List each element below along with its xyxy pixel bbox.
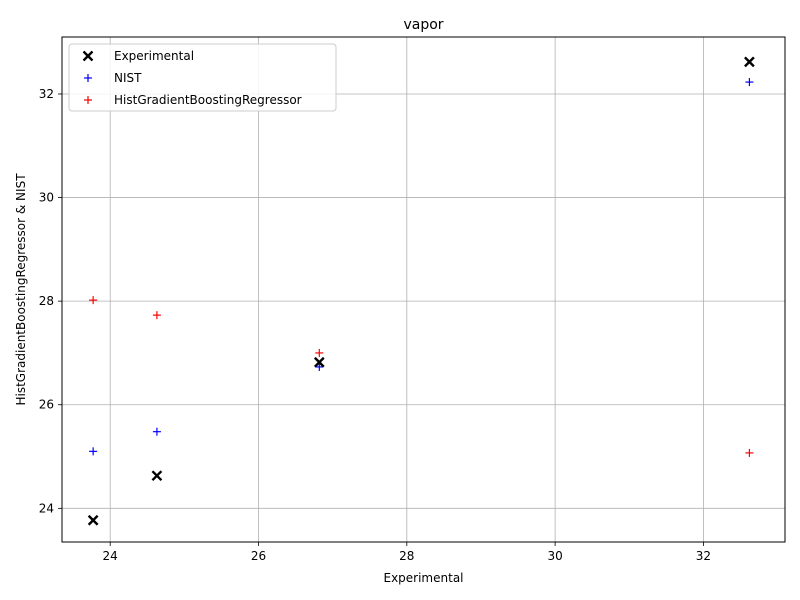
legend: Experimental NIST HistGradientBoostingRegr… xyxy=(68,43,337,112)
legend-entry: NIST xyxy=(114,71,142,85)
x-axis-label: Experimental xyxy=(383,571,463,585)
axis-ticks: 24 26 28 30 32 24 26 28 30 32 xyxy=(39,87,711,563)
legend-box xyxy=(68,43,337,112)
data-point-histgradientboostingregressor xyxy=(152,311,161,320)
legend-marker xyxy=(82,50,94,62)
x-tick-label: 24 xyxy=(103,549,118,563)
y-tick-label: 32 xyxy=(39,87,54,101)
plot-frame xyxy=(61,36,786,543)
data-point-experimental xyxy=(744,56,755,68)
chart-title: vapor xyxy=(403,17,443,33)
x-tick-label: 28 xyxy=(399,549,414,563)
grid xyxy=(62,37,785,542)
data-point-histgradientboostingregressor xyxy=(89,296,98,305)
data-point-experimental xyxy=(151,470,163,482)
data-point-nist xyxy=(152,427,161,436)
legend-marker xyxy=(84,96,92,104)
y-tick-label: 28 xyxy=(39,294,54,308)
data-point-nist xyxy=(745,78,754,87)
y-tick-label: 30 xyxy=(39,191,54,205)
data-point-histgradientboostingregressor xyxy=(315,348,324,357)
data-point-experimental xyxy=(313,356,325,368)
x-tick-label: 32 xyxy=(696,549,711,563)
x-tick-label: 30 xyxy=(547,549,562,563)
y-tick-label: 24 xyxy=(39,501,54,515)
data-point-nist xyxy=(315,362,324,371)
legend-marker xyxy=(84,74,92,82)
y-tick-label: 26 xyxy=(39,398,54,412)
data-point-experimental xyxy=(87,514,99,526)
data-point-nist xyxy=(89,447,98,456)
data-points xyxy=(87,56,755,526)
legend-entry: Experimental xyxy=(114,49,194,63)
data-point-histgradientboostingregressor xyxy=(745,448,754,457)
y-axis-label: HistGradientBoostingRegressor & NIST xyxy=(14,173,28,406)
x-tick-label: 26 xyxy=(251,549,266,563)
legend-entry: HistGradientBoostingRegressor xyxy=(114,93,302,107)
